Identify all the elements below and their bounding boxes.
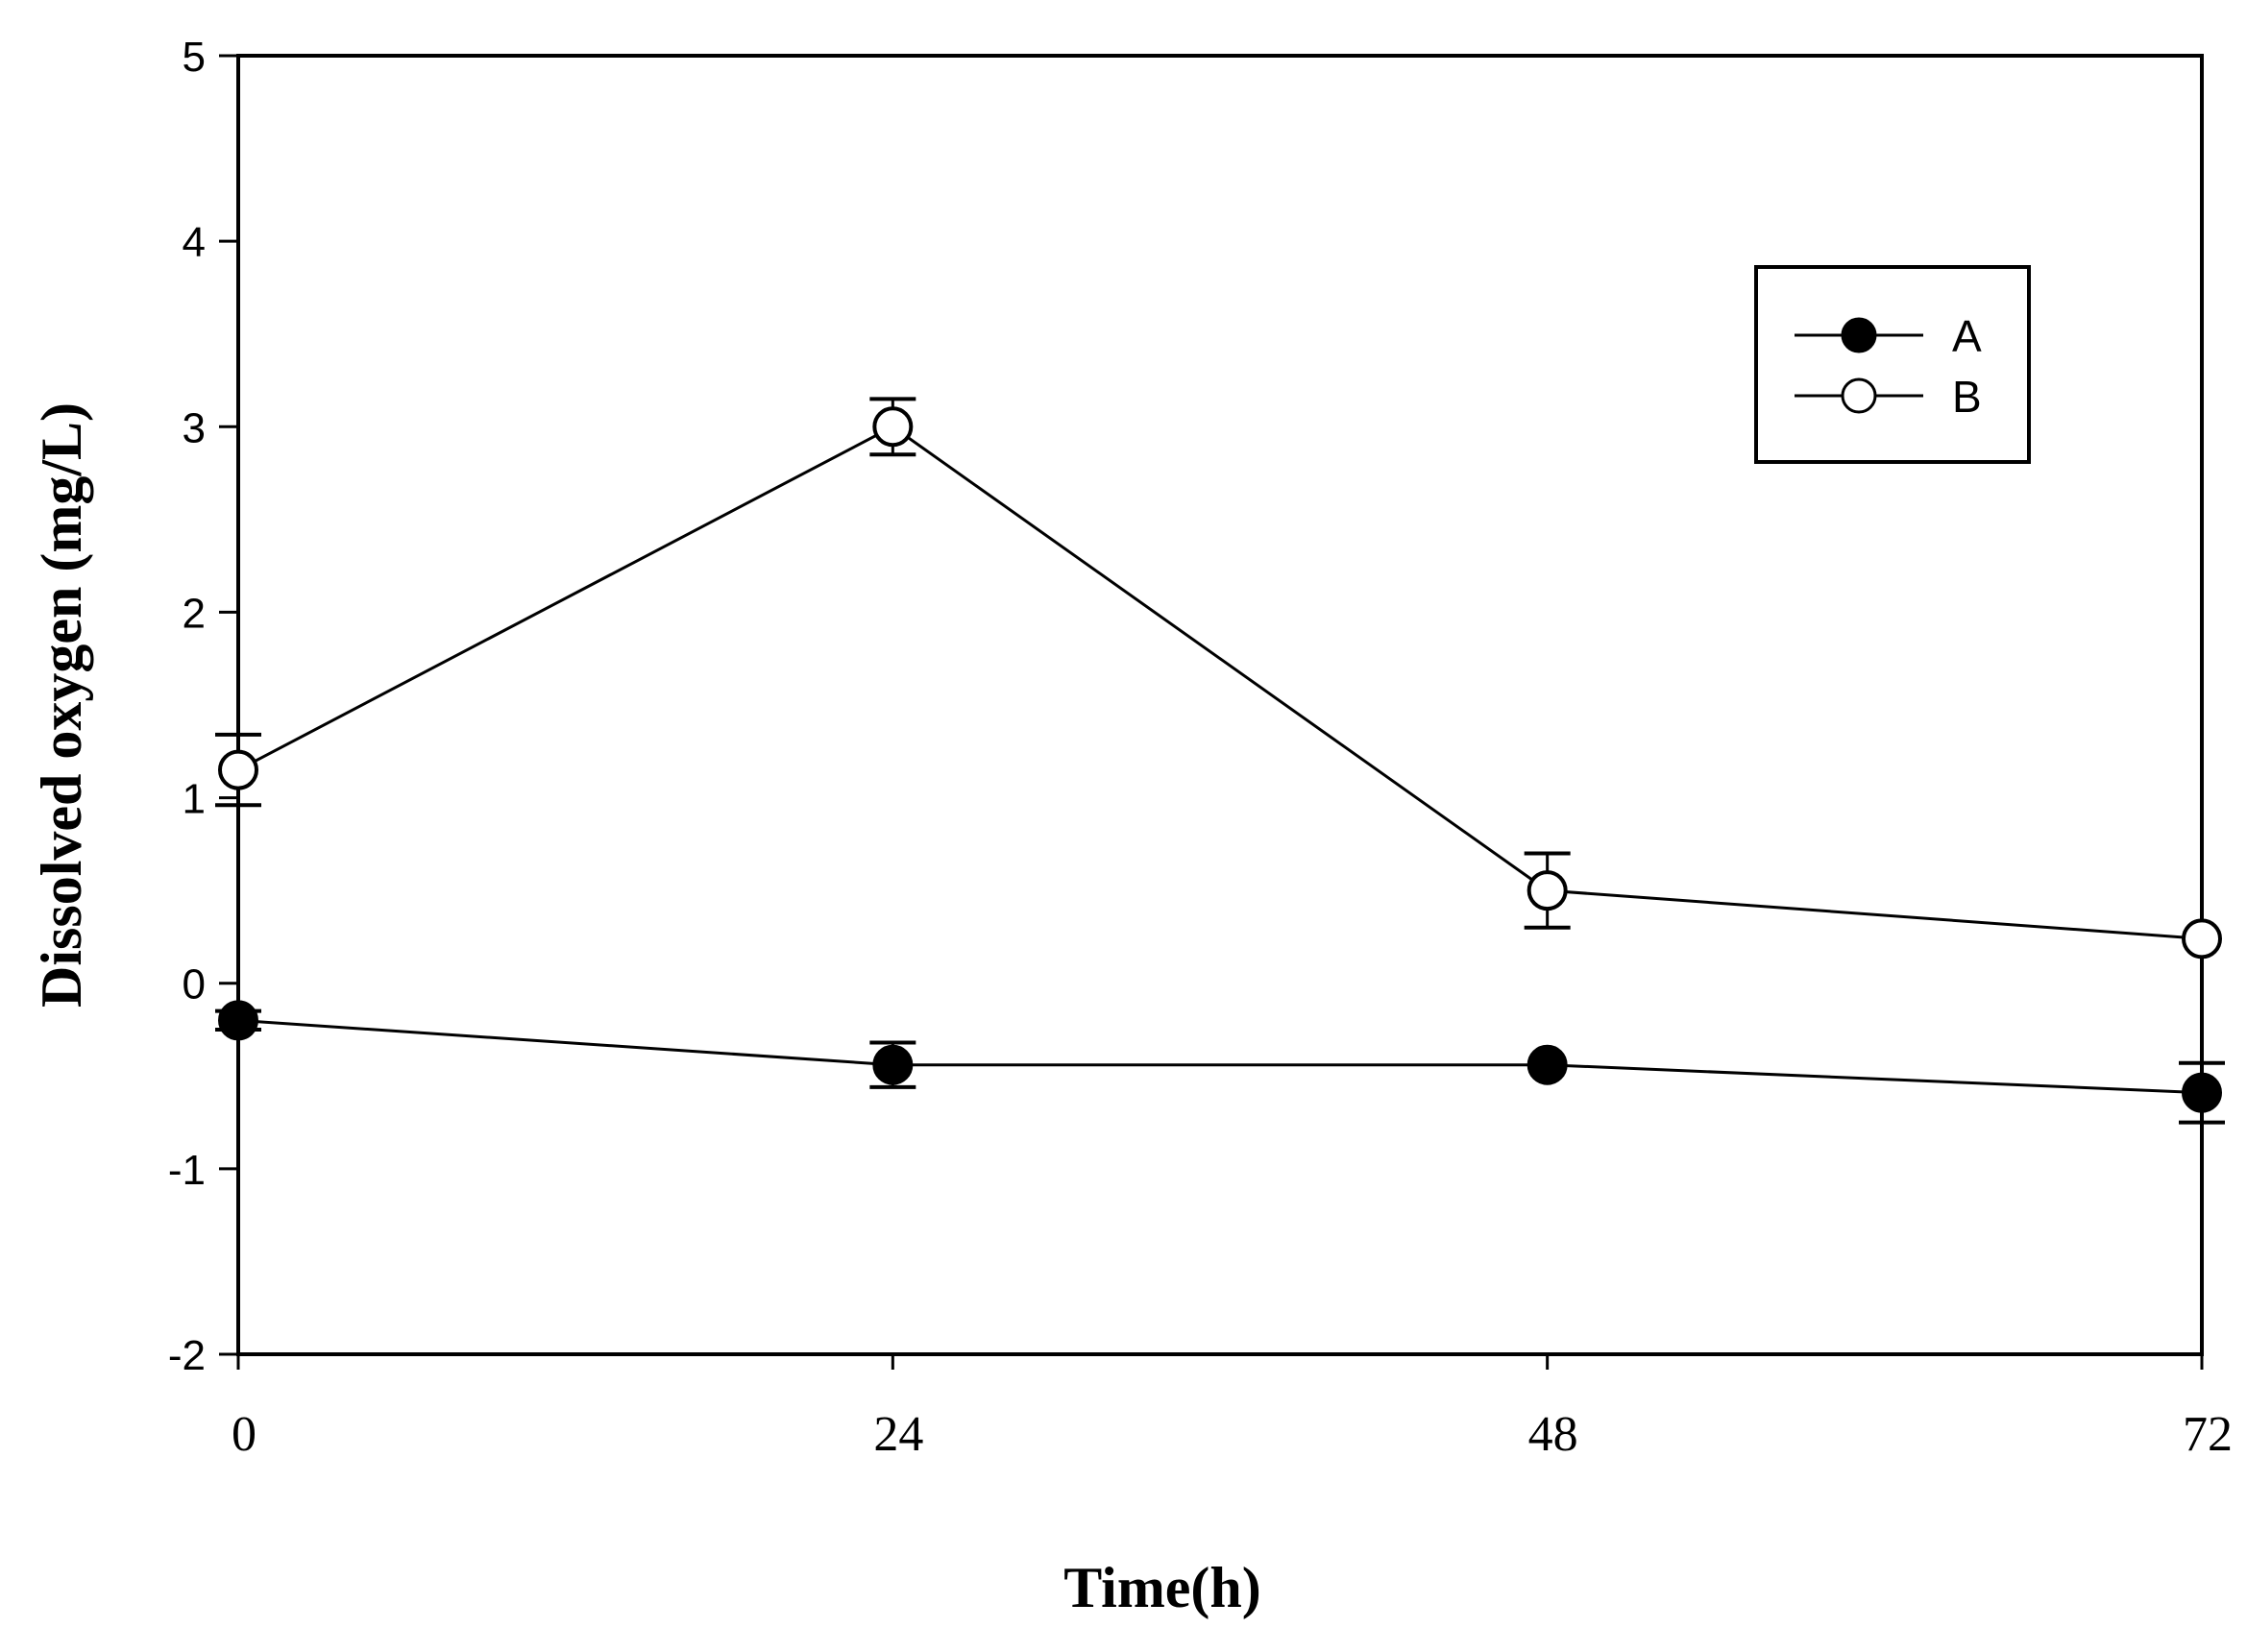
point-B-0: [218, 749, 258, 790]
series-A: [215, 1000, 2225, 1125]
x-tick-label-2: 48: [1528, 1407, 1578, 1462]
y-tick-label-5: 0: [183, 961, 206, 1008]
x-axis: 0 24 48 72: [232, 1354, 2233, 1462]
plot-frame: [236, 54, 2204, 1356]
series-layer: [215, 397, 2225, 1125]
point-A-3: [2182, 1072, 2222, 1113]
y-tick-label-7: -2: [168, 1332, 206, 1379]
series-B: [215, 397, 2222, 960]
legend-box: [1754, 265, 2031, 464]
point-A-2: [1526, 1044, 1568, 1085]
y-axis: 5 4 3 2 1 0 -1 -2: [168, 34, 238, 1379]
series-line-B: [237, 425, 2203, 940]
point-B-3: [2182, 918, 2222, 960]
point-A-1: [872, 1044, 914, 1085]
series-line-A: [237, 1018, 2203, 1095]
x-axis-title: Time(h): [1063, 1556, 1261, 1619]
x-tick-label-1: 24: [873, 1407, 923, 1462]
y-tick-label-4: 1: [183, 776, 206, 823]
x-tick-label-3: 72: [2183, 1407, 2233, 1462]
point-B-2: [1526, 870, 1568, 911]
legend-label-a: A: [1952, 311, 1982, 361]
point-B-1: [872, 406, 914, 448]
y-tick-label-3: 2: [183, 590, 206, 637]
y-tick-label-2: 3: [183, 404, 206, 451]
y-tick-label-1: 4: [183, 219, 206, 266]
point-A-0: [218, 1000, 258, 1041]
legend-marker-a: [1841, 317, 1877, 353]
y-tick-label-0: 5: [183, 34, 206, 81]
x-tick-label-0: 0: [232, 1407, 256, 1462]
legend: A B: [1754, 265, 2031, 464]
legend-marker-b: [1841, 377, 1877, 414]
y-tick-label-6: -1: [168, 1147, 206, 1194]
legend-label-b: B: [1952, 372, 1982, 422]
y-axis-title: Dissolved oxygen (mg/L): [30, 402, 93, 1008]
